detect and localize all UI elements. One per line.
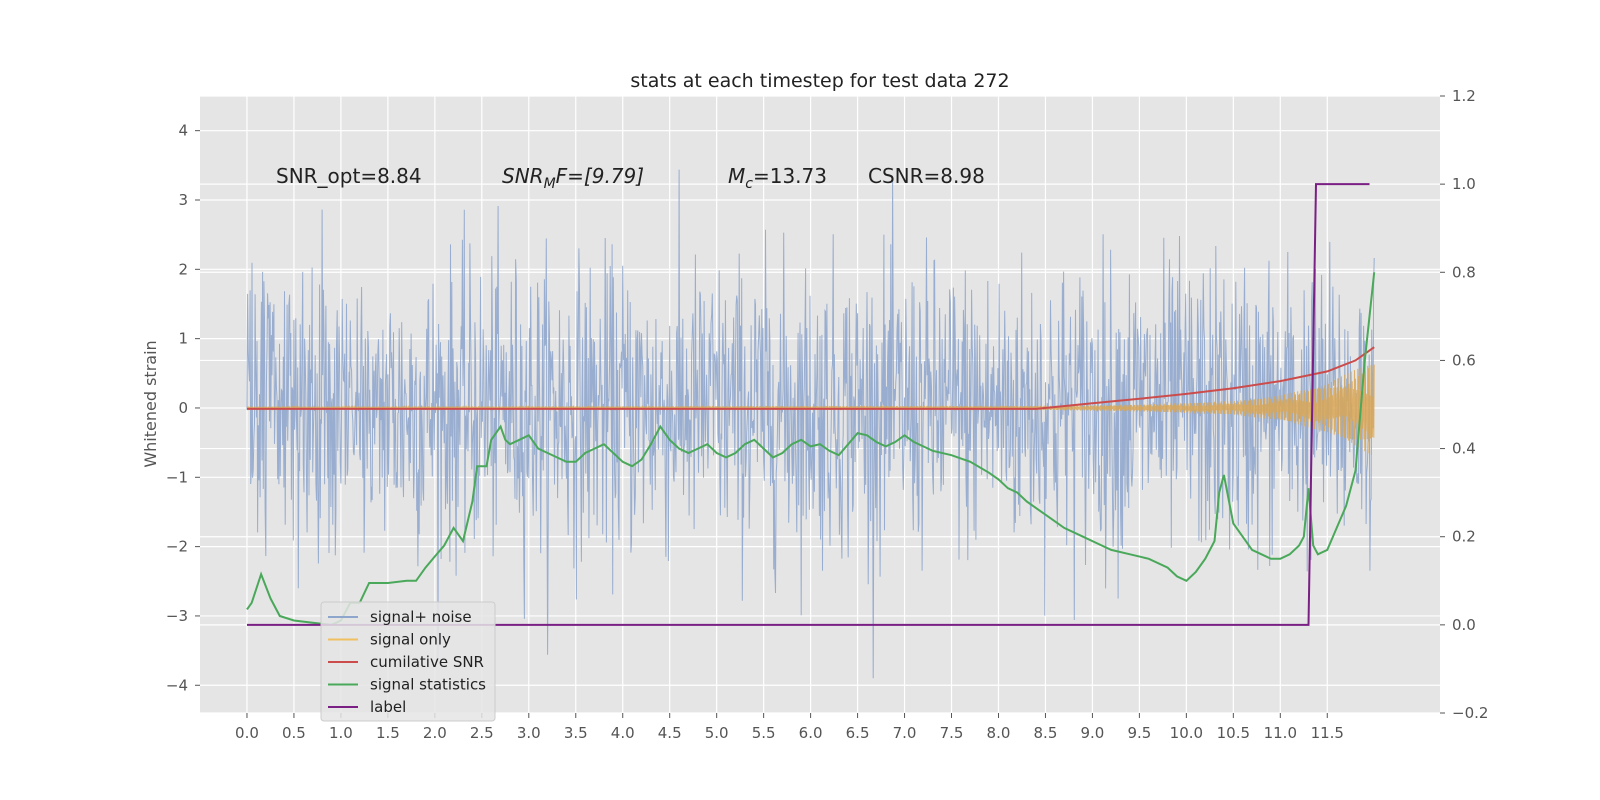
y-axis-left: 4 3 2 1 0 −1 −2 −3 −4 [166, 122, 200, 694]
y-tick-label: 4 [178, 122, 188, 140]
x-tick-label: 7.5 [940, 724, 964, 742]
legend-label: cumilative SNR [370, 653, 484, 671]
series-signal-statistics [246, 272, 1376, 626]
x-tick-label: 8.0 [987, 724, 1011, 742]
y-tick-label: 0 [178, 399, 188, 417]
y2-tick-label: 0.2 [1452, 528, 1476, 546]
x-tick-label: 11.5 [1311, 724, 1344, 742]
y2-tick-label: 0.8 [1452, 263, 1476, 281]
y2-tick-label: 1.2 [1452, 87, 1476, 105]
y-tick-label: −4 [166, 676, 188, 694]
signal-noise-series [246, 169, 1375, 679]
legend-label: signal statistics [370, 676, 486, 694]
x-tick-label: 11.0 [1264, 724, 1297, 742]
y-tick-label: 2 [178, 260, 188, 278]
x-axis: 0.0 0.5 1.0 1.5 2.0 2.5 3.0 3.5 4.0 4.5 5.0 5.5 6.0 6… [235, 713, 1344, 742]
x-tick-label: 9.0 [1080, 724, 1104, 742]
line-series [246, 183, 1376, 626]
snr-mf-suffix: F=[9.79] [556, 164, 644, 188]
x-tick-label: 1.0 [329, 724, 353, 742]
snr-mf-sub: M [544, 176, 556, 192]
x-tick-label: 3.0 [517, 724, 541, 742]
mc-suffix: =13.73 [753, 164, 827, 188]
legend-entries: signal+ noise signal only cumilative SNR si… [328, 608, 486, 716]
x-tick-label: 2.0 [423, 724, 447, 742]
x-tick-label: 9.5 [1127, 724, 1151, 742]
x-tick-label: 10.5 [1217, 724, 1250, 742]
annotation-snr-opt: SNR_opt=8.84 [276, 164, 422, 188]
x-tick-label: 4.0 [611, 724, 635, 742]
x-tick-label: 4.5 [658, 724, 682, 742]
legend-box [320, 601, 496, 722]
x-tick-label: 6.0 [799, 724, 823, 742]
annotation-csnr: CSNR=8.98 [868, 164, 985, 188]
legend-label: signal only [370, 631, 451, 649]
x-tick-label: 7.0 [893, 724, 917, 742]
y2-tick-label: 0.4 [1452, 440, 1476, 458]
y2-tick-label: 1.0 [1452, 175, 1476, 193]
x-tick-label: 8.5 [1034, 724, 1058, 742]
y-axis-right: 1.2 1.0 0.8 0.6 0.4 0.2 0.0 −0.2 [1440, 87, 1488, 722]
x-tick-label: 0.0 [235, 724, 259, 742]
annotation-mc: Mc=13.73 [728, 164, 827, 192]
snr-mf-prefix: SNR [502, 164, 544, 188]
mc-prefix: M [728, 164, 745, 188]
y-axis-label: Whitened strain [141, 340, 160, 467]
series-cumilative-snr [247, 346, 1375, 410]
annotations: SNR_opt=8.84 SNRMF=[9.79] Mc=13.73 CSNR=… [276, 164, 985, 192]
y2-tick-label: 0.6 [1452, 351, 1476, 369]
y2-tick-label: 0.0 [1452, 616, 1476, 634]
annotation-snr-mf: SNRMF=[9.79] [502, 164, 644, 192]
chart-title: stats at each timestep for test data 272 [630, 70, 1009, 92]
x-tick-label: 10.0 [1170, 724, 1203, 742]
series-signal-noise [246, 169, 1375, 679]
x-tick-label: 3.5 [564, 724, 588, 742]
legend: signal+ noise signal only cumilative SNR si… [320, 601, 496, 722]
y2-tick-label: −0.2 [1452, 704, 1488, 722]
y-tick-label: −2 [166, 538, 188, 556]
mc-sub: c [745, 176, 753, 192]
x-tick-label: 6.5 [846, 724, 870, 742]
y-tick-label: 1 [178, 330, 188, 348]
y-tick-label: −1 [166, 468, 188, 486]
x-tick-label: 5.5 [752, 724, 776, 742]
y-tick-label: −3 [166, 607, 188, 625]
legend-label: label [370, 698, 406, 716]
x-tick-label: 1.5 [376, 724, 400, 742]
x-tick-label: 5.0 [705, 724, 729, 742]
x-tick-label: 2.5 [470, 724, 494, 742]
y-tick-label: 3 [178, 191, 188, 209]
series-label [247, 183, 1370, 626]
x-tick-label: 0.5 [282, 724, 306, 742]
legend-label: signal+ noise [370, 608, 472, 626]
